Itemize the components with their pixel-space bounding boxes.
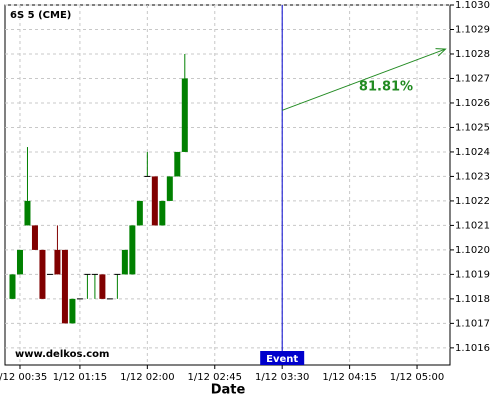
- x-tick-label: 1/12 05:00: [390, 372, 444, 383]
- candle-body: [9, 274, 16, 299]
- candle-body: [106, 298, 113, 300]
- event-box: [260, 351, 305, 365]
- candle-body: [84, 273, 91, 275]
- y-tick-label: 1.1018: [455, 294, 490, 305]
- y-tick-label: 1.1024: [455, 147, 490, 158]
- candle-body: [91, 273, 98, 275]
- y-tick-label: 1.1016: [455, 343, 490, 354]
- chart-title: 6S 5 (CME): [10, 10, 71, 21]
- candle-body: [39, 249, 46, 299]
- y-tick-label: 1.1030: [455, 0, 490, 11]
- arrow-label: 81.81%: [359, 80, 413, 95]
- y-tick-label: 1.1020: [455, 245, 490, 256]
- candle-body: [166, 176, 173, 201]
- y-tick-label: 1.1022: [455, 196, 490, 207]
- candle-body: [61, 249, 68, 324]
- arrow-line: [282, 48, 446, 111]
- watermark: www.delkos.com: [15, 349, 109, 360]
- candle-body: [24, 200, 31, 226]
- x-axis-label: Date: [211, 383, 246, 398]
- x-tick-label: 1/12 04:15: [322, 372, 376, 383]
- candle-body: [159, 200, 166, 226]
- x-tick-label: 1/12 03:30: [255, 372, 309, 383]
- y-tick-label: 1.1019: [455, 269, 490, 280]
- y-tick-label: 1.1017: [455, 318, 490, 329]
- y-tick-label: 1.1028: [455, 49, 490, 60]
- candle-body: [136, 200, 143, 226]
- candle-body: [69, 298, 76, 324]
- candle-body: [151, 176, 158, 226]
- y-tick-label: 1.1027: [455, 73, 490, 84]
- y-tick-label: 1.1026: [455, 98, 490, 109]
- candle-body: [76, 298, 83, 300]
- candle-body: [46, 273, 53, 275]
- candle-body: [114, 273, 121, 275]
- y-tick-label: 1.1025: [455, 122, 490, 133]
- candle-body: [144, 175, 151, 177]
- y-tick-label: 1.1023: [455, 171, 490, 182]
- plot-area: [4, 4, 451, 366]
- x-tick-label: 1/12 00:35: [0, 372, 47, 383]
- candle-body: [174, 151, 181, 177]
- candle-body: [121, 249, 128, 275]
- candle-body: [16, 249, 23, 275]
- candle-body: [54, 249, 61, 275]
- x-tick-label: 1/12 02:00: [120, 372, 174, 383]
- event-label: Event: [266, 354, 298, 365]
- candle-body: [31, 225, 38, 250]
- candle-body: [99, 274, 106, 299]
- y-tick-label: 1.1029: [455, 24, 490, 35]
- candle-body: [181, 78, 188, 152]
- candle-body: [129, 225, 136, 275]
- x-tick-label: 1/12 01:15: [53, 372, 107, 383]
- arrow-head: [435, 48, 447, 57]
- x-tick-label: 1/12 02:45: [188, 372, 242, 383]
- y-tick-label: 1.1021: [455, 220, 490, 231]
